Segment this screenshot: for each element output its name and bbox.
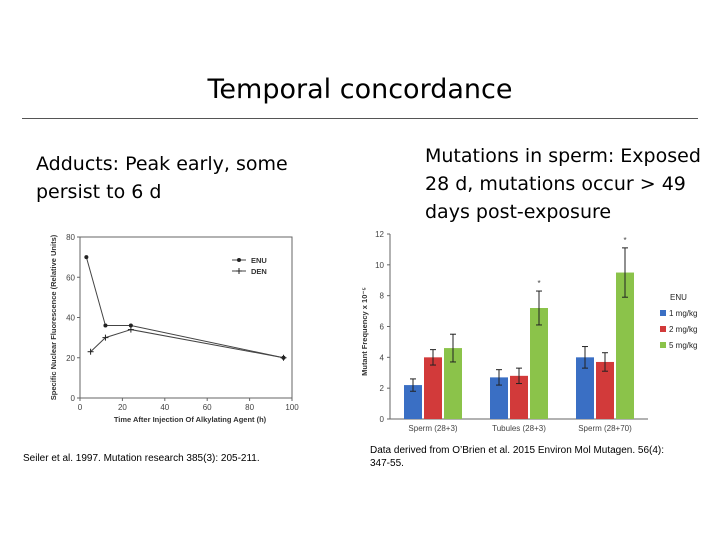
data-point	[102, 334, 109, 341]
legend-title: ENU	[670, 293, 687, 302]
error-bar	[602, 352, 608, 372]
legend-label: 5 mg/kg	[669, 341, 697, 350]
slide-title: Temporal concordance	[207, 74, 513, 105]
legend-label: 1 mg/kg	[669, 309, 697, 318]
y-tick-label: 40	[66, 314, 75, 323]
bar	[616, 272, 634, 419]
legend-entry: ENU	[232, 256, 267, 265]
x-tick-label: 100	[285, 403, 299, 412]
legend-entry: DEN	[232, 267, 267, 276]
error-bar	[430, 349, 436, 366]
legend-label: ENU	[251, 256, 267, 265]
x-tick-label: 20	[118, 403, 127, 412]
bar	[510, 375, 528, 419]
bar	[404, 385, 422, 419]
bar	[490, 377, 508, 419]
y-tick-label: 20	[66, 354, 75, 363]
legend-swatch	[660, 326, 666, 332]
data-point	[127, 326, 134, 333]
x-tick-label: 80	[245, 403, 254, 412]
title-divider	[22, 118, 698, 119]
y-tick-label: 4	[380, 353, 385, 362]
category-label: Tubules (28+3)	[492, 424, 546, 433]
significance-marker: *	[537, 279, 540, 288]
right-heading: Mutations in sperm: Exposed 28 d, mutati…	[425, 145, 701, 223]
data-point	[87, 348, 94, 355]
y-axis-label: Mutant Frequency x 10⁻⁵	[360, 287, 369, 376]
legend-entry: 2 mg/kg	[660, 325, 697, 334]
data-point	[103, 323, 108, 328]
legend-swatch	[660, 342, 666, 348]
legend-entry: 1 mg/kg	[660, 309, 697, 318]
left-heading: Adducts: Peak early, some persist to 6 d	[36, 153, 288, 203]
line-series-den	[90, 329, 284, 359]
y-tick-label: 6	[380, 323, 385, 332]
y-tick-label: 2	[380, 384, 385, 393]
line-series-enu	[85, 256, 284, 359]
legend-label: DEN	[251, 267, 267, 276]
y-tick-label: 8	[380, 292, 385, 301]
bar	[596, 361, 614, 419]
x-tick-label: 40	[160, 403, 169, 412]
error-bar	[450, 333, 456, 363]
significance-marker: *	[623, 236, 626, 245]
y-axis-label: Specific Nuclear Fluorescence (Relative …	[49, 234, 58, 400]
legend-swatch	[660, 310, 666, 316]
x-tick-label: 0	[78, 403, 83, 412]
x-axis-label: Time After Injection Of Alkylating Agent…	[114, 415, 267, 424]
error-bar	[582, 346, 588, 369]
error-bar	[410, 378, 416, 392]
bar	[424, 357, 442, 419]
error-bar	[536, 290, 542, 326]
data-point	[84, 255, 89, 260]
category-label: Sperm (28+70)	[578, 424, 632, 433]
bar	[530, 308, 548, 419]
bar	[576, 357, 594, 419]
data-point	[280, 354, 287, 361]
y-tick-label: 60	[66, 273, 75, 282]
legend-label: 2 mg/kg	[669, 325, 697, 334]
left-citation: Seiler et al. 1997. Mutation research 38…	[23, 453, 260, 464]
data-point	[128, 323, 133, 328]
legend-entry: 5 mg/kg	[660, 341, 697, 350]
y-tick-label: 0	[71, 394, 76, 403]
bar	[444, 348, 462, 419]
category-label: Sperm (28+3)	[408, 424, 457, 433]
y-tick-label: 10	[375, 261, 384, 270]
error-bar	[622, 247, 628, 298]
y-tick-label: 80	[66, 233, 75, 242]
legend-marker	[237, 258, 241, 262]
error-bar	[516, 367, 522, 385]
error-bar	[496, 369, 502, 386]
y-tick-label: 0	[380, 415, 385, 424]
right-citation: Data derived from O’Brien et al. 2015 En…	[370, 445, 665, 469]
x-tick-label: 60	[203, 403, 212, 412]
y-tick-label: 12	[375, 230, 384, 239]
